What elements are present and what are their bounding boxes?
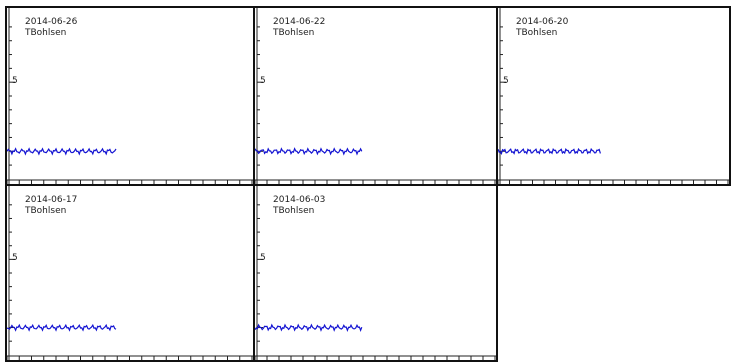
trace-line: [255, 147, 363, 156]
y-tick-label: 5: [260, 253, 266, 264]
y-tick-label: 5: [12, 76, 18, 87]
chart-svg: [255, 8, 496, 184]
trace-line: [7, 147, 117, 156]
chart-svg: [255, 186, 496, 360]
panel-author: TBohlsen: [25, 28, 67, 38]
panel-date: 2014-06-03: [273, 195, 326, 205]
chart-panel: 2014-06-03 TBohlsen 5: [253, 184, 498, 362]
panel-date: 2014-06-20: [516, 17, 569, 27]
panel-author: TBohlsen: [273, 28, 315, 38]
trace-line: [255, 323, 363, 332]
chart-panel: 2014-06-22 TBohlsen 5: [253, 6, 498, 186]
panel-date: 2014-06-22: [273, 17, 326, 27]
y-tick-label: 5: [12, 253, 18, 264]
panel-date: 2014-06-26: [25, 17, 78, 27]
panel-author: TBohlsen: [273, 206, 315, 216]
y-tick-label: 5: [260, 76, 266, 87]
chart-panel: 2014-06-26 TBohlsen 5: [5, 6, 255, 186]
panel-author: TBohlsen: [25, 206, 67, 216]
chart-svg: [498, 8, 729, 184]
panel-author: TBohlsen: [516, 28, 558, 38]
panel-date: 2014-06-17: [25, 195, 78, 205]
chart-svg: [7, 186, 253, 360]
y-tick-label: 5: [503, 76, 509, 87]
trace-line: [7, 323, 117, 332]
trace-line: [498, 147, 601, 156]
chart-panel: 2014-06-17 TBohlsen 5: [5, 184, 255, 362]
chart-svg: [7, 8, 253, 184]
chart-panel: 2014-06-20 TBohlsen 5: [496, 6, 731, 186]
